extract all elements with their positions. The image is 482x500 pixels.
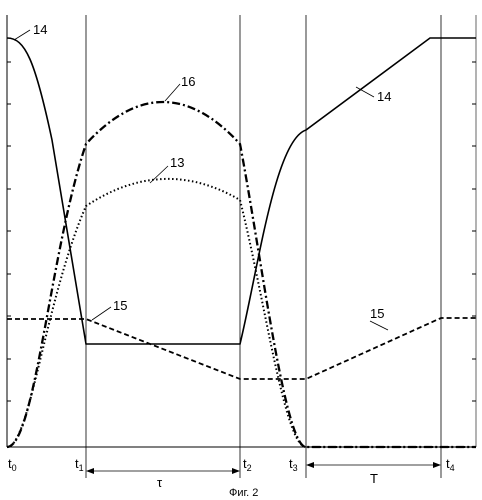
curve-label-14a: 14 <box>33 22 47 37</box>
curve-label-14b: 14 <box>377 89 391 104</box>
figure-caption: Фиг. 2 <box>229 487 258 499</box>
curve-label-13: 13 <box>170 155 184 170</box>
time-mark-t4: t4 <box>446 456 455 473</box>
time-lines <box>86 15 441 478</box>
time-mark-t0: t0 <box>8 456 17 473</box>
label-leaders <box>14 30 388 330</box>
curve-16 <box>7 102 476 447</box>
curve-label-16: 16 <box>181 74 195 89</box>
time-mark-t3: t3 <box>289 456 298 473</box>
curve-label-15b: 15 <box>370 306 384 321</box>
right-ticks <box>472 62 476 401</box>
interval-tau <box>86 468 240 474</box>
interval-T <box>306 462 441 468</box>
interval-label-T: T <box>370 471 378 486</box>
curve-15 <box>7 318 476 379</box>
curve-14 <box>7 38 476 344</box>
left-ticks <box>7 62 11 401</box>
curve-label-15a: 15 <box>113 298 127 313</box>
curve-13 <box>7 179 476 447</box>
time-mark-t2: t2 <box>243 456 252 473</box>
time-mark-t1: t1 <box>75 456 84 473</box>
interval-label-tau: τ <box>157 475 163 490</box>
